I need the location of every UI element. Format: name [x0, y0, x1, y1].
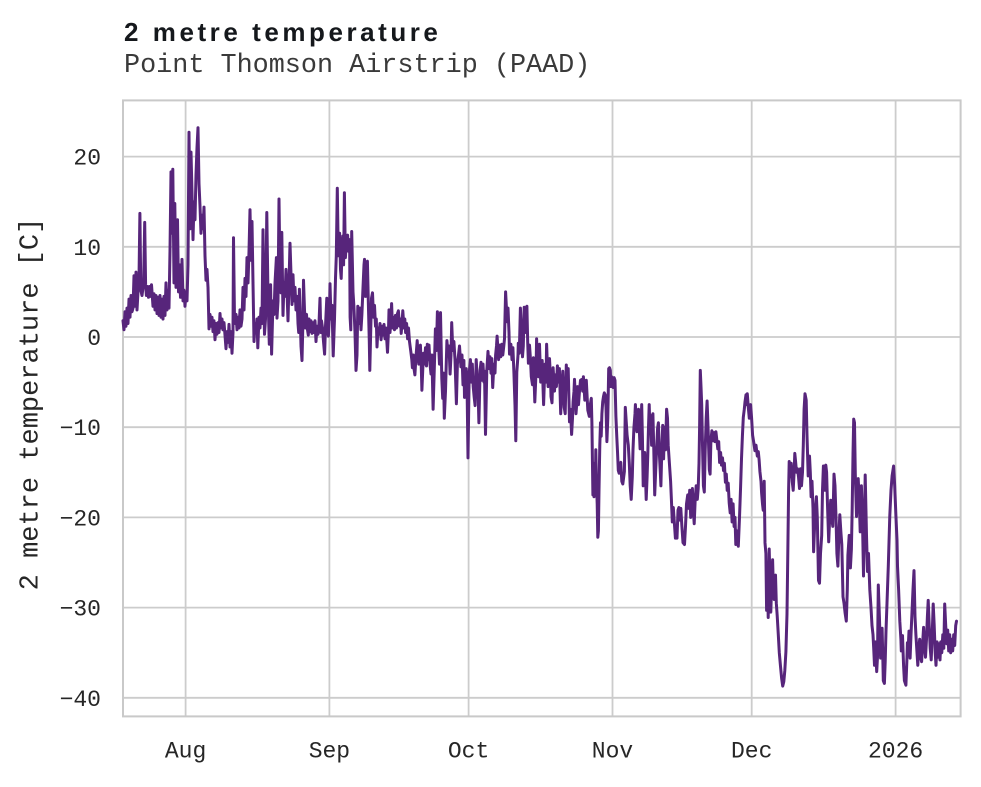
svg-text:0: 0 [87, 326, 101, 352]
svg-text:−40: −40 [60, 687, 101, 713]
svg-text:Nov: Nov [592, 739, 634, 765]
svg-text:10: 10 [73, 236, 101, 262]
svg-text:−10: −10 [60, 416, 101, 442]
svg-text:Sep: Sep [309, 739, 350, 765]
svg-text:−30: −30 [60, 597, 101, 623]
svg-text:Oct: Oct [448, 739, 489, 765]
svg-text:Dec: Dec [731, 739, 772, 765]
svg-text:−20: −20 [60, 506, 101, 532]
svg-text:Aug: Aug [165, 739, 206, 765]
svg-text:20: 20 [73, 146, 101, 172]
svg-text:2026: 2026 [868, 739, 923, 765]
svg-text:2 metre temperature [C]: 2 metre temperature [C] [17, 218, 47, 591]
